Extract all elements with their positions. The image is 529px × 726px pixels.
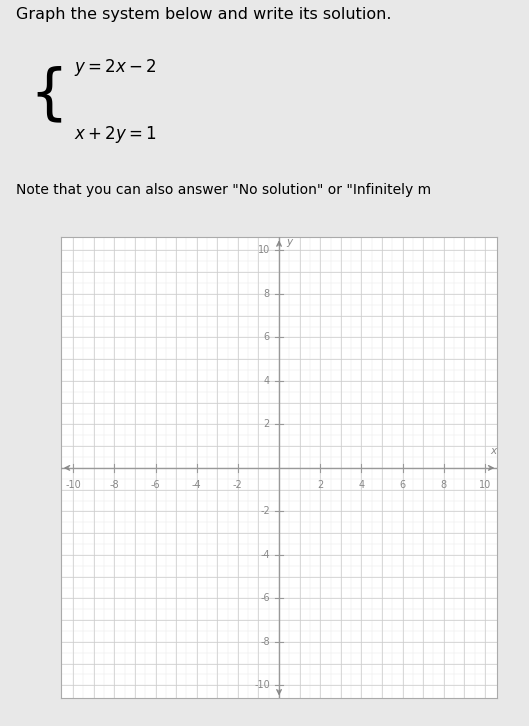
Text: -8: -8 [260,637,270,647]
Text: x: x [490,446,496,456]
Text: 6: 6 [263,333,270,343]
Text: 4: 4 [263,376,270,386]
Text: 6: 6 [399,480,406,490]
Text: -10: -10 [254,680,270,690]
Text: 4: 4 [358,480,364,490]
Text: -10: -10 [65,480,81,490]
Text: 10: 10 [479,480,491,490]
Text: -4: -4 [192,480,202,490]
Text: -6: -6 [260,593,270,603]
Text: -4: -4 [260,550,270,560]
Text: 8: 8 [263,289,270,299]
Text: -2: -2 [233,480,243,490]
Text: {: { [29,65,68,124]
Text: $y=2x-2$: $y=2x-2$ [74,57,157,78]
Text: -2: -2 [260,507,270,516]
Text: Graph the system below and write its solution.: Graph the system below and write its sol… [16,7,391,22]
Text: -8: -8 [110,480,119,490]
Text: 2: 2 [263,420,270,429]
Text: 2: 2 [317,480,323,490]
Text: 10: 10 [258,245,270,256]
Text: y: y [286,237,293,247]
Text: 8: 8 [441,480,447,490]
Text: Note that you can also answer "No solution" or "Infinitely m: Note that you can also answer "No soluti… [16,183,431,197]
Text: $x+2y=1$: $x+2y=1$ [74,124,157,145]
Text: -6: -6 [151,480,160,490]
